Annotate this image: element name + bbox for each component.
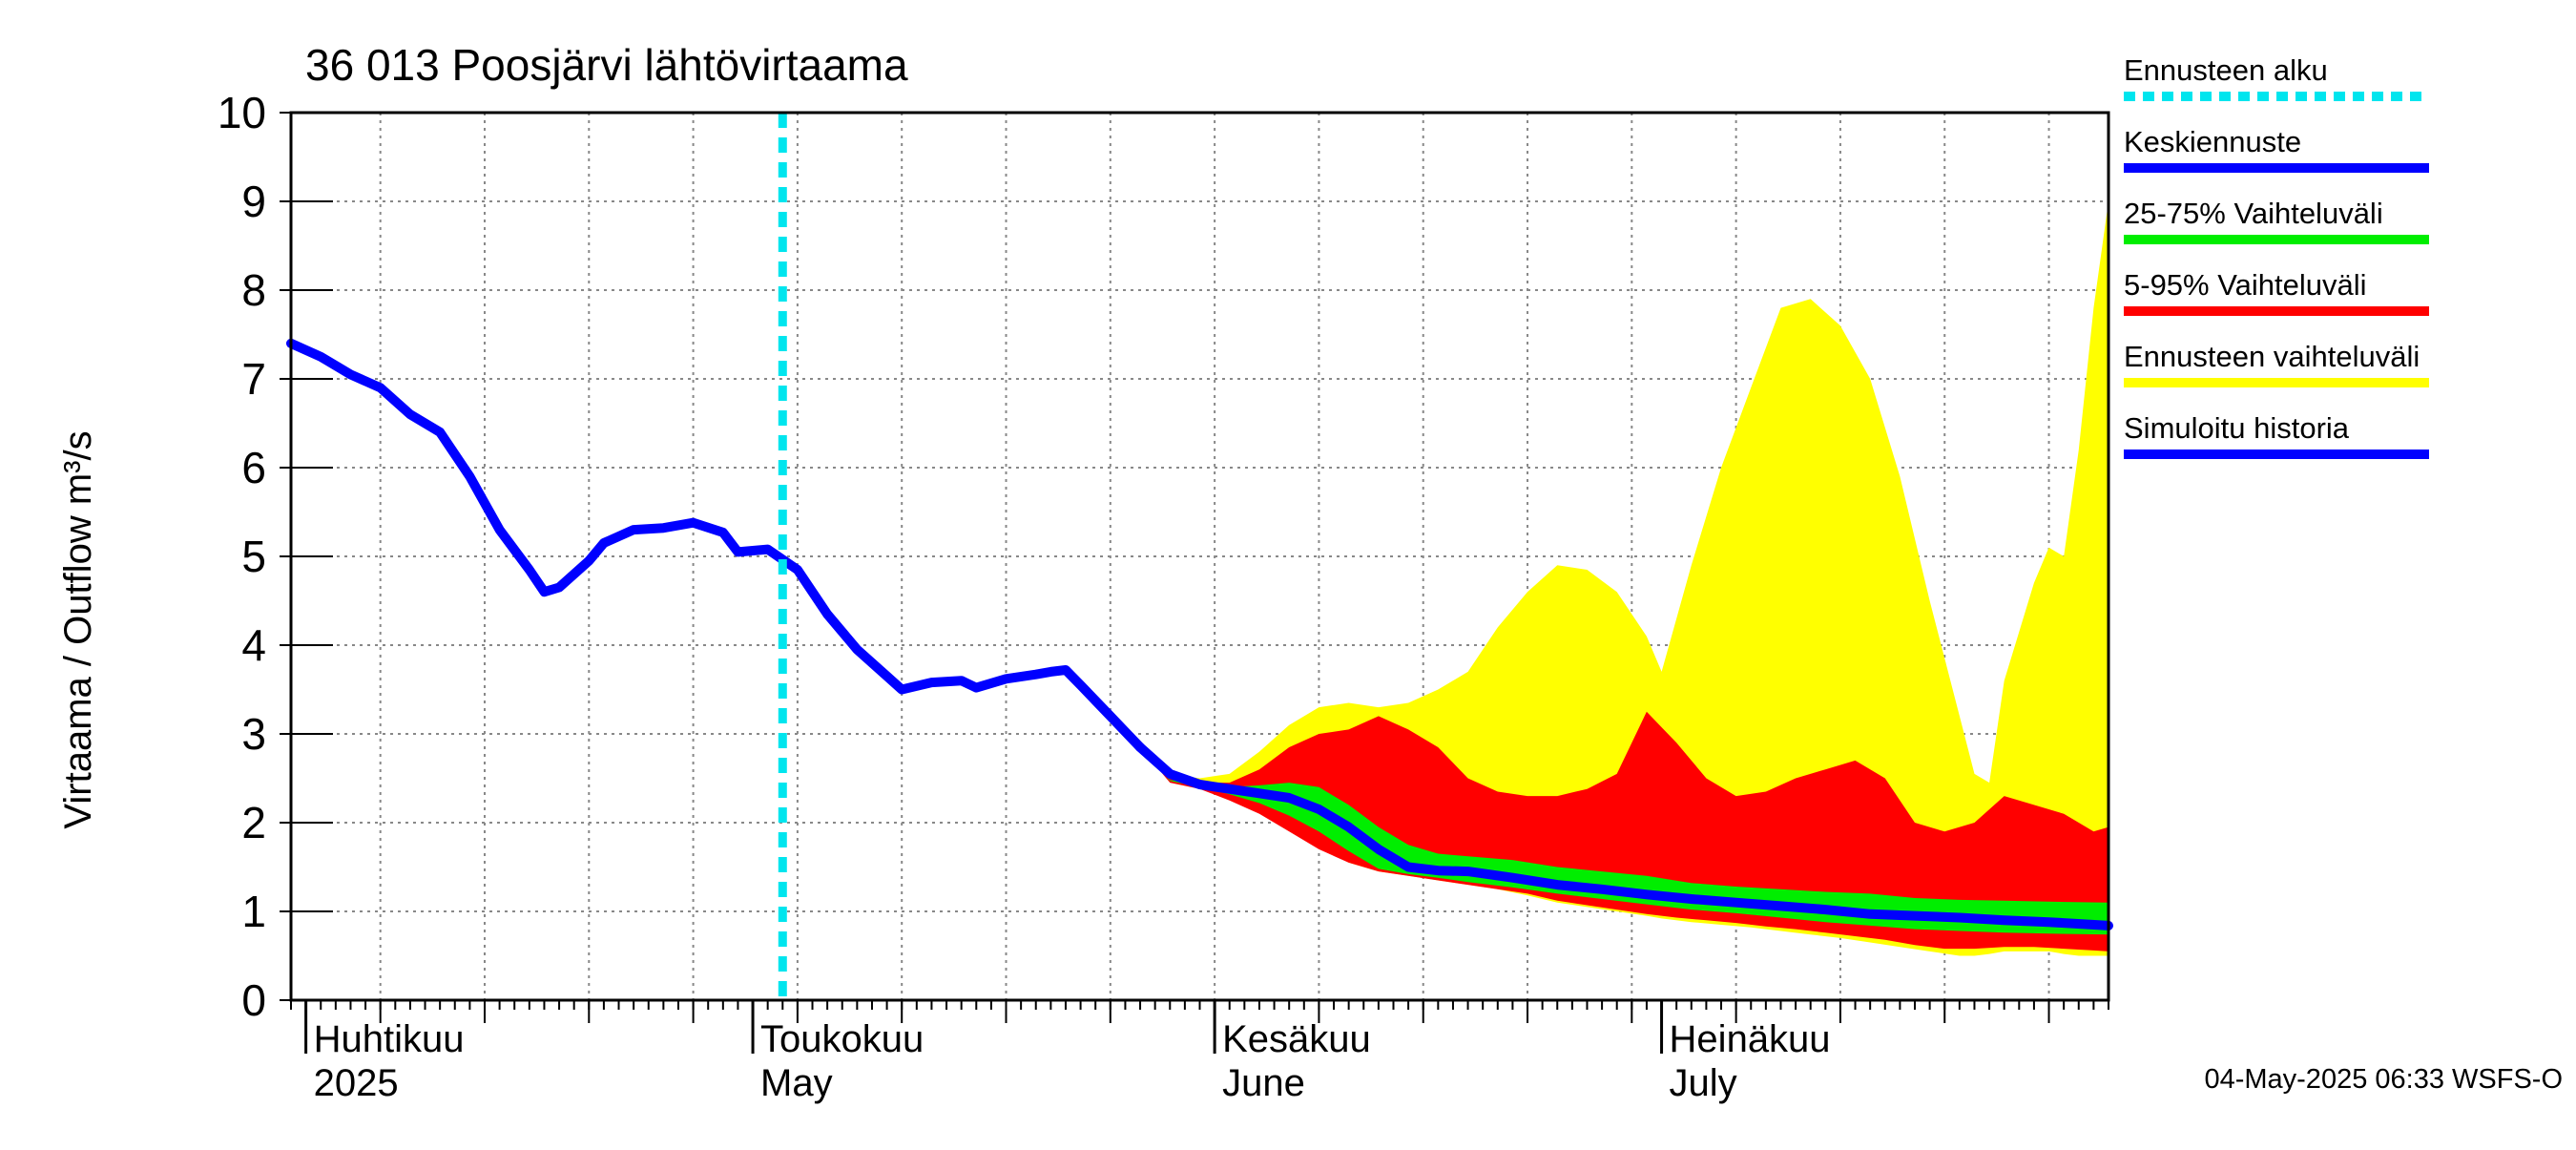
y-tick-label: 2 bbox=[241, 798, 266, 847]
series-keskiennuste bbox=[1135, 742, 2113, 930]
legend: Ennusteen alku Keskiennuste 25-75% Vaihtel… bbox=[2124, 53, 2429, 459]
y-tick-label: 5 bbox=[241, 532, 266, 581]
footer-timestamp: 04-May-2025 06:33 WSFS-O bbox=[2204, 1064, 2563, 1095]
band-25-75-vaihteluv-li bbox=[1140, 747, 2109, 935]
x-month-label-en: July bbox=[1670, 1062, 1737, 1104]
legend-label: 5-95% Vaihteluväli bbox=[2124, 268, 2366, 302]
y-tick-label: 4 bbox=[241, 620, 266, 670]
x-month-label-en: May bbox=[760, 1062, 833, 1104]
band-5-95-vaihteluv-li bbox=[1140, 711, 2109, 951]
grid bbox=[291, 112, 2109, 1001]
x-month-label-fi: Heinäkuu bbox=[1670, 1018, 1831, 1060]
y-tick-label: 7 bbox=[241, 354, 266, 404]
y-axis-label: Virtaama / Outflow m³/s bbox=[57, 430, 99, 828]
legend-label: Simuloitu historia bbox=[2124, 411, 2350, 445]
x-month-label-en: 2025 bbox=[314, 1062, 399, 1104]
chart-title: 36 013 Poosjärvi lähtövirtaama bbox=[305, 40, 908, 90]
legend-label: 25-75% Vaihteluväli bbox=[2124, 197, 2383, 230]
series-simuloitu-historia bbox=[286, 338, 1145, 752]
x-month-label-fi: Kesäkuu bbox=[1222, 1018, 1371, 1060]
x-month-label-fi: Huhtikuu bbox=[314, 1018, 465, 1060]
y-tick-label: 9 bbox=[241, 177, 266, 226]
y-tick-label: 6 bbox=[241, 443, 266, 492]
y-tick-label: 3 bbox=[241, 709, 266, 759]
legend-label: Ennusteen vaihteluväli bbox=[2124, 340, 2420, 373]
x-month-label-fi: Toukokuu bbox=[760, 1018, 924, 1060]
y-tick-label: 1 bbox=[241, 887, 266, 936]
legend-label: Ennusteen alku bbox=[2124, 53, 2328, 87]
y-tick-label: 10 bbox=[218, 88, 266, 137]
forecast-bands bbox=[1140, 201, 2109, 956]
legend-label: Keskiennuste bbox=[2124, 125, 2301, 158]
series-lines bbox=[286, 113, 2113, 1000]
y-tick-label: 0 bbox=[241, 975, 266, 1025]
x-month-label-en: June bbox=[1222, 1062, 1305, 1104]
y-tick-label: 8 bbox=[241, 265, 266, 315]
